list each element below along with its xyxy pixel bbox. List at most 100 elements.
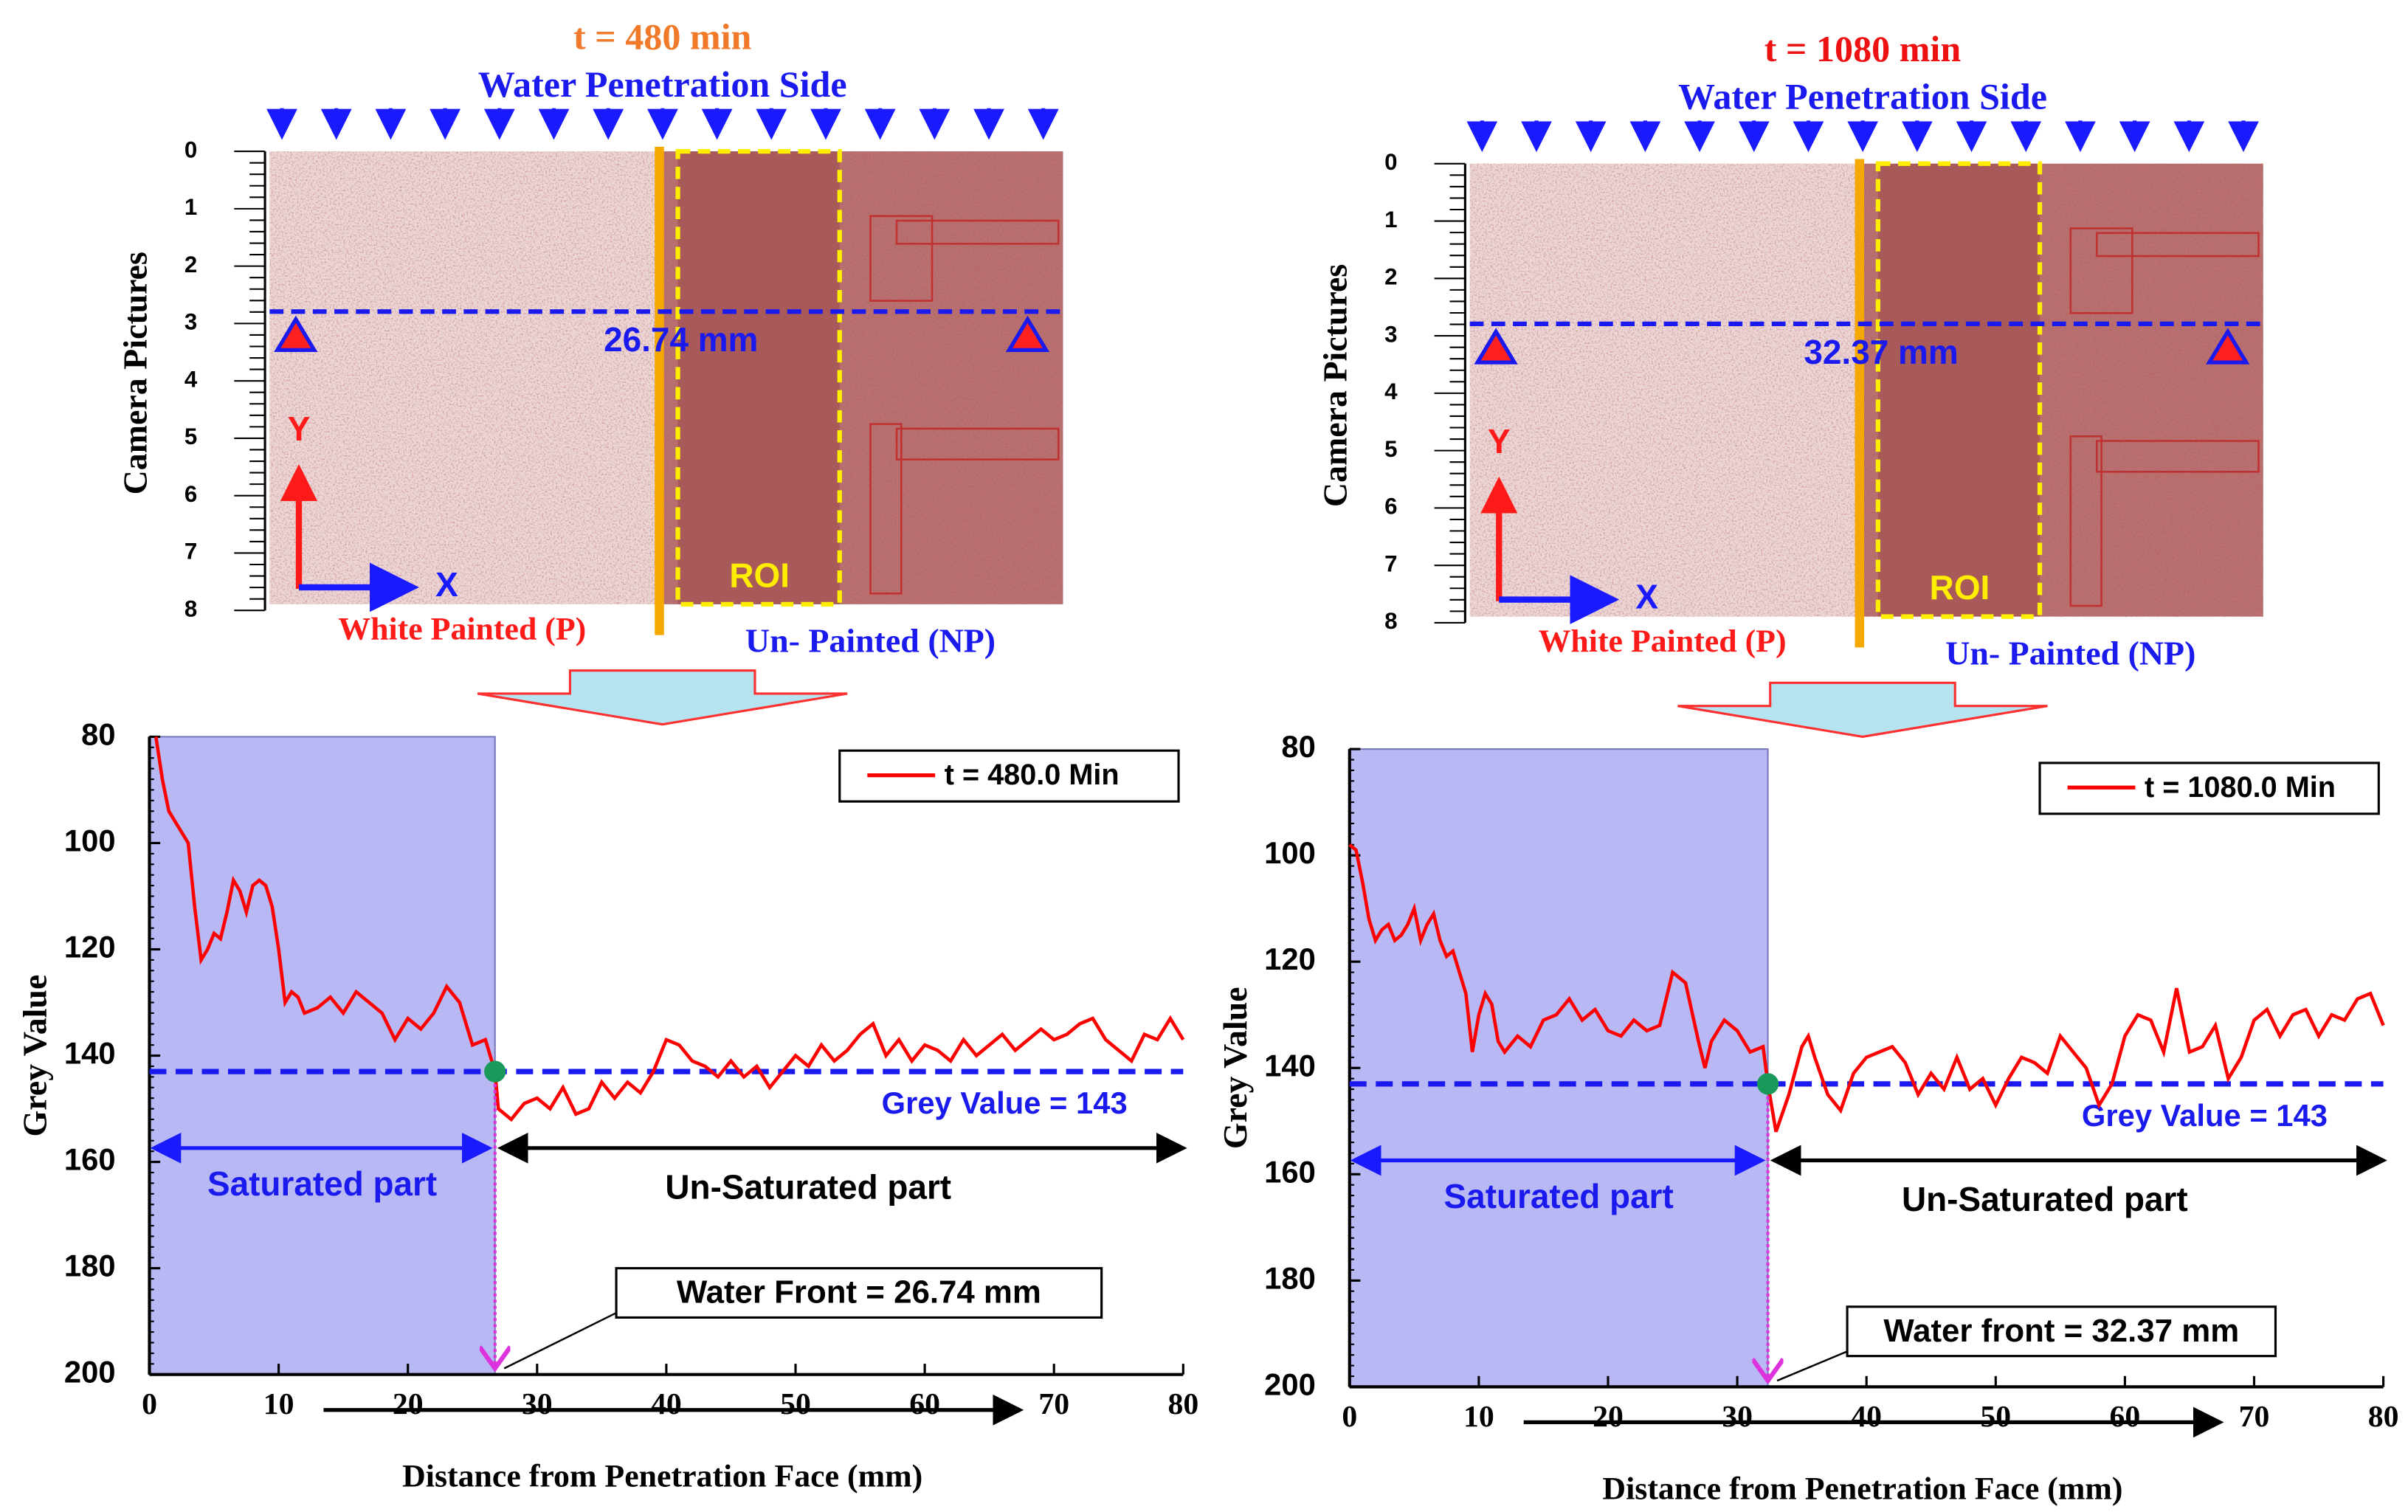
x-tick-label: 50: [1980, 1400, 2011, 1434]
water-front-box: [615, 1267, 1103, 1319]
level-marker: [1474, 328, 1518, 365]
ruler-label: 6: [1384, 494, 1397, 519]
y-axis-label: Grey Value: [1216, 987, 1254, 1149]
ruler-label: 8: [184, 596, 197, 621]
y-tick-label: 80: [81, 717, 115, 751]
y-tick-label: 80: [1281, 729, 1315, 764]
x-tick-label: 20: [1593, 1400, 1624, 1434]
ruler-label: 1: [1384, 207, 1397, 232]
y-tick-label: 140: [1264, 1048, 1316, 1083]
water-front-label: Water Front = 26.74 mm: [677, 1274, 1041, 1311]
water-front-point: [484, 1060, 506, 1083]
ruler-label: 7: [1384, 550, 1397, 576]
callout: [1776, 1350, 1848, 1382]
threshold-label: Grey Value = 143: [2082, 1098, 2328, 1133]
side-label: Water Penetration Side: [478, 63, 847, 105]
sensor-outline: [2069, 435, 2102, 607]
ruler-label: 5: [184, 424, 197, 449]
camera-axis-label: Camera Pictures: [116, 252, 153, 494]
legend-label: t = 480.0 Min: [945, 759, 1120, 791]
threshold-label: Grey Value = 143: [882, 1085, 1128, 1120]
data-line: [153, 736, 1185, 1122]
ruler-label: 6: [184, 481, 197, 507]
ruler-label: 3: [1384, 321, 1397, 347]
ruler-label: 4: [184, 366, 198, 392]
x-tick-label: 70: [1038, 1387, 1069, 1421]
x-tick-label: 40: [651, 1387, 682, 1421]
roi-label: ROI: [729, 556, 790, 595]
x-arrow-label: X: [435, 565, 458, 604]
x-tick-label: 10: [263, 1387, 294, 1421]
legend-label: t = 1080.0 Min: [2145, 771, 2336, 804]
x-tick-label: 30: [522, 1387, 553, 1421]
saturated-label: Saturated part: [1444, 1177, 1674, 1215]
roi-box: [675, 148, 842, 607]
y-tick-label: 160: [1264, 1154, 1316, 1189]
x-tick-label: 20: [393, 1387, 424, 1421]
y-tick-label: 120: [1264, 942, 1316, 976]
x-tick-label: 0: [142, 1387, 157, 1421]
ruler-label: 0: [1384, 149, 1397, 175]
unpainted-label: Un- Painted (NP): [745, 622, 996, 660]
level-marker: [2206, 328, 2250, 365]
roi-label: ROI: [1930, 568, 1990, 607]
callout: [503, 1312, 617, 1370]
photo-grain: [1469, 163, 2263, 617]
y-tick-label: 160: [64, 1142, 116, 1177]
x-axis-label: Distance from Penetration Face (mm): [402, 1459, 922, 1494]
sensor-outline: [2069, 227, 2133, 314]
data-line: [1348, 843, 2385, 1133]
sensor-outline: [2096, 440, 2260, 473]
water-front-point: [1756, 1073, 1779, 1095]
sensor-outline: [2096, 232, 2260, 258]
camera-axis-label: Camera Pictures: [1317, 264, 1354, 507]
y-axis-label: Grey Value: [16, 975, 54, 1137]
x-tick-label: 0: [1342, 1400, 1357, 1434]
sensor-outline: [869, 215, 934, 302]
time-label: t = 1080 min: [1764, 28, 1962, 69]
flow-arrow: [1677, 681, 2048, 738]
y-tick-label: 180: [1264, 1260, 1316, 1295]
unpainted-label: Un- Painted (NP): [1945, 634, 2195, 672]
y-tick-label: 140: [64, 1036, 116, 1071]
x-tick-label: 70: [2239, 1400, 2270, 1434]
x-tick-label: 60: [2110, 1400, 2141, 1434]
side-label: Water Penetration Side: [1678, 76, 2047, 117]
saturated-region: [148, 736, 496, 1375]
ruler-label: 7: [184, 539, 197, 565]
water-front-box: [1846, 1305, 2277, 1358]
left-half: t = 480 min Water Penetration Side ROI 0 1 2 3…: [16, 15, 1198, 1494]
y-tick-label: 100: [1264, 835, 1316, 870]
x-arrow-label: X: [1635, 578, 1658, 616]
ruler-label: 2: [1384, 264, 1397, 290]
front-label: 26.74 mm: [604, 320, 758, 359]
ruler-label: 5: [1384, 436, 1397, 462]
ruler-label: 8: [1384, 608, 1397, 634]
ruler-label: 0: [184, 137, 197, 162]
flow-arrow: [477, 669, 848, 726]
ruler-label: 4: [1384, 379, 1398, 404]
ruler-label: 1: [184, 194, 197, 220]
y-tick-label: 120: [64, 930, 116, 964]
x-axis-label: Distance from Penetration Face (mm): [1602, 1471, 2122, 1506]
level-marker: [1005, 315, 1050, 353]
y-arrow-label: Y: [288, 410, 311, 448]
roi-box: [1875, 161, 2043, 619]
unsaturated-label: Un-Saturated part: [1902, 1180, 2188, 1218]
x-tick-label: 10: [1463, 1400, 1494, 1434]
sensor-outline: [895, 219, 1060, 245]
x-tick-label: 50: [780, 1387, 811, 1421]
x-tick-label: 80: [1167, 1387, 1198, 1421]
y-arrow-label: Y: [1488, 422, 1511, 460]
painted-label: White Painted (P): [338, 612, 586, 647]
x-tick-label: 30: [1722, 1400, 1753, 1434]
saturated-region: [1348, 748, 1769, 1388]
unsaturated-label: Un-Saturated part: [665, 1167, 951, 1206]
painted-label: White Painted (P): [1539, 624, 1787, 659]
front-label: 32.37 mm: [1804, 333, 1958, 371]
water-front-label: Water front = 32.37 mm: [1883, 1313, 2239, 1349]
photo-grain: [269, 151, 1063, 604]
x-tick-label: 80: [2368, 1400, 2399, 1434]
